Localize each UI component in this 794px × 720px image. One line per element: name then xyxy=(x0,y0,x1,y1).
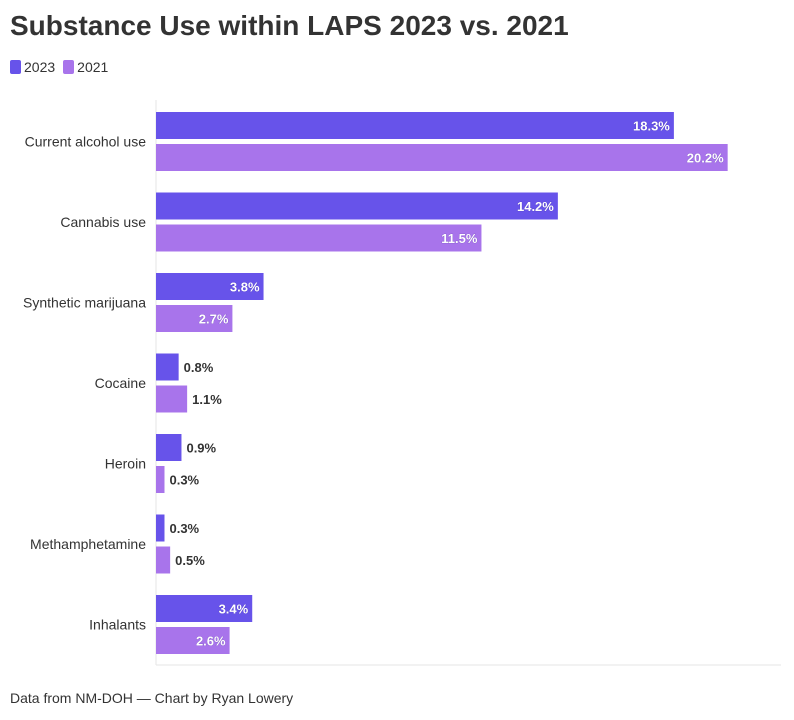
bar-2023-6 xyxy=(156,595,253,622)
data-label-2023-5: 0.3% xyxy=(169,521,199,536)
data-label-2021-4: 0.3% xyxy=(169,473,199,488)
data-label-2023-0: 18.3% xyxy=(633,119,670,134)
legend-label-2023: 2023 xyxy=(24,59,56,75)
category-label: Heroin xyxy=(105,456,146,472)
legend-item-2023: 2023 xyxy=(10,59,55,75)
bar-2021-4 xyxy=(156,466,165,493)
chart-title: Substance Use within LAPS 2023 vs. 2021 xyxy=(10,10,569,41)
legend-swatch-2021 xyxy=(63,60,75,74)
category-label: Cocaine xyxy=(95,375,147,391)
bar-2021-6 xyxy=(156,627,230,654)
bar-2023-4 xyxy=(156,434,182,461)
bar-2021-3 xyxy=(156,385,188,413)
bar-2021-5 xyxy=(156,546,171,574)
category-label: Cannabis use xyxy=(60,214,146,230)
bar-2023-1 xyxy=(156,192,558,220)
category-label: Current alcohol use xyxy=(25,134,147,150)
data-label-2023-1: 14.2% xyxy=(517,199,554,214)
chart-footer: Data from NM-DOH — Chart by Ryan Lowery xyxy=(10,690,294,706)
data-label-2021-2: 2.7% xyxy=(199,312,229,327)
legend-swatch-2023 xyxy=(10,60,21,74)
bar-2023-0 xyxy=(156,112,674,139)
data-label-2023-4: 0.9% xyxy=(186,441,216,456)
category-label: Synthetic marijuana xyxy=(23,295,146,311)
data-label-2021-5: 0.5% xyxy=(175,553,205,568)
data-label-2021-0: 20.2% xyxy=(687,151,724,166)
category-label: Inhalants xyxy=(89,617,146,633)
legend-label-2021: 2021 xyxy=(77,59,109,75)
bar-chart: Current alcohol use 18.3% 20.2% Cannabis us… xyxy=(23,100,781,666)
bar-2023-2 xyxy=(156,273,264,300)
data-label-2021-3: 1.1% xyxy=(192,392,222,407)
bar-2021-1 xyxy=(156,224,482,252)
data-label-2021-1: 11.5% xyxy=(441,231,478,246)
data-label-2023-6: 3.4% xyxy=(219,602,249,617)
bar-2021-2 xyxy=(156,305,233,332)
category-label: Methamphetamine xyxy=(30,536,146,552)
bar-2023-3 xyxy=(156,353,179,381)
legend-item-2021: 2021 xyxy=(63,59,108,75)
data-label-2023-2: 3.8% xyxy=(230,280,260,295)
data-label-2023-3: 0.8% xyxy=(184,360,214,375)
bar-2023-5 xyxy=(156,514,165,542)
data-label-2021-6: 2.6% xyxy=(196,634,226,649)
legend: 2023 2021 xyxy=(10,59,116,75)
bar-2021-0 xyxy=(156,144,728,171)
